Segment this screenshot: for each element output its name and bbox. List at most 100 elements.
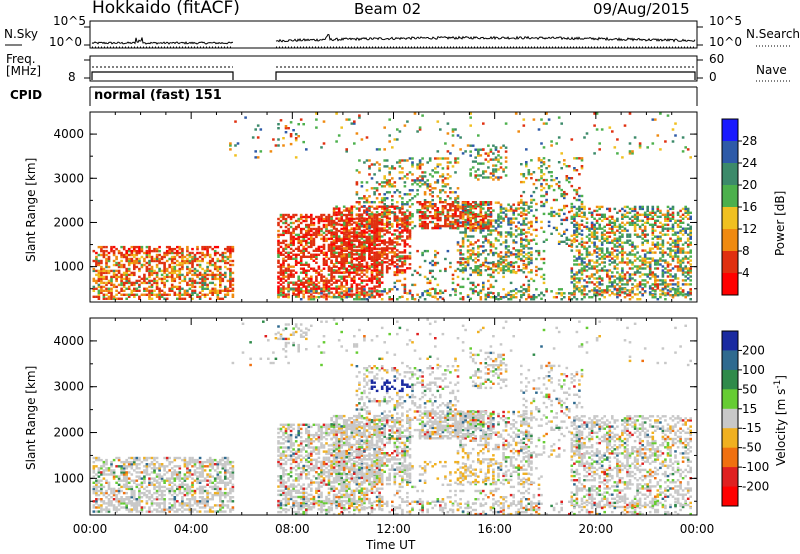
data-pixel	[520, 237, 523, 240]
data-pixel	[380, 223, 384, 226]
data-pixel	[92, 295, 96, 298]
data-pixel	[206, 269, 209, 273]
data-pixel	[643, 259, 647, 262]
data-pixel	[127, 279, 131, 283]
data-pixel	[403, 159, 407, 162]
data-pixel	[492, 174, 495, 177]
data-pixel	[552, 210, 556, 214]
data-pixel	[380, 239, 384, 243]
data-pixel	[643, 229, 647, 232]
data-pixel	[598, 217, 601, 220]
data-pixel	[441, 179, 445, 182]
data-pixel	[342, 233, 346, 236]
data-pixel	[436, 222, 440, 226]
data-pixel	[350, 265, 354, 268]
data-pixel	[489, 150, 493, 153]
data-pixel	[193, 271, 197, 275]
data-pixel	[310, 257, 313, 260]
data-pixel	[353, 239, 356, 243]
data-pixel	[287, 275, 290, 278]
data-pixel	[659, 235, 662, 238]
data-pixel	[434, 209, 437, 212]
data-pixel	[307, 223, 311, 227]
data-pixel	[661, 229, 665, 232]
data-pixel	[439, 216, 442, 220]
data-pixel	[325, 289, 328, 292]
data-pixel	[340, 213, 343, 216]
data-pixel	[102, 245, 106, 249]
data-pixel	[638, 225, 642, 228]
data-pixel	[350, 227, 354, 230]
data-pixel	[148, 269, 151, 273]
data-pixel	[140, 247, 144, 251]
data-pixel	[335, 245, 338, 248]
data-pixel	[122, 265, 126, 269]
data-pixel	[219, 265, 222, 269]
data-pixel	[302, 249, 305, 252]
data-pixel	[434, 181, 437, 184]
data-pixel	[360, 181, 364, 184]
data-pixel	[487, 213, 490, 216]
data-pixel	[573, 213, 576, 216]
data-pixel	[418, 163, 422, 166]
data-pixel	[464, 213, 467, 216]
data-pixel	[456, 249, 460, 252]
data-pixel	[479, 209, 483, 212]
data-pixel	[277, 281, 280, 284]
data-pixel	[494, 269, 498, 272]
data-pixel	[350, 239, 354, 242]
data-pixel	[350, 257, 354, 260]
data-pixel	[226, 261, 230, 265]
data-pixel	[345, 269, 348, 272]
data-pixel	[370, 273, 374, 276]
data-pixel	[580, 205, 584, 209]
data-pixel	[421, 222, 424, 226]
data-pixel	[466, 216, 470, 220]
data-pixel	[492, 144, 495, 147]
data-pixel	[499, 162, 503, 165]
data-pixel	[613, 233, 617, 236]
data-pixel	[408, 255, 412, 258]
data-pixel	[492, 168, 495, 171]
data-pixel	[525, 163, 528, 166]
data-pixel	[322, 285, 326, 288]
data-pixel	[608, 231, 612, 234]
data-pixel	[621, 217, 624, 220]
data-pixel	[294, 247, 298, 251]
data-pixel	[312, 227, 316, 231]
data-pixel	[170, 287, 174, 290]
data-pixel	[654, 277, 657, 280]
data-pixel	[595, 291, 599, 294]
data-pixel	[365, 207, 369, 210]
data-pixel	[342, 239, 346, 242]
data-pixel	[383, 203, 386, 206]
data-pixel	[388, 243, 391, 246]
data-pixel	[522, 175, 526, 178]
data-pixel	[439, 218, 442, 222]
data-pixel	[616, 255, 619, 258]
data-pixel	[471, 229, 475, 232]
data-pixel	[358, 203, 361, 206]
data-pixel	[436, 181, 440, 184]
data-pixel	[292, 235, 295, 239]
data-pixel	[201, 259, 204, 263]
data-pixel	[393, 185, 397, 188]
data-pixel	[122, 247, 126, 251]
data-pixel	[530, 224, 533, 228]
data-pixel	[648, 293, 652, 296]
data-pixel	[345, 267, 348, 270]
data-pixel	[654, 223, 657, 226]
data-pixel	[504, 215, 508, 218]
data-pixel	[428, 203, 432, 206]
data-pixel	[580, 233, 584, 236]
data-pixel	[646, 261, 649, 264]
data-pixel	[297, 261, 300, 264]
data-pixel	[522, 203, 526, 206]
data-pixel	[375, 251, 379, 254]
data-pixel	[388, 231, 391, 234]
data-pixel	[378, 243, 381, 246]
data-pixel	[674, 249, 677, 252]
data-pixel	[178, 247, 182, 251]
data-pixel	[310, 233, 313, 237]
data-pixel	[676, 235, 680, 238]
